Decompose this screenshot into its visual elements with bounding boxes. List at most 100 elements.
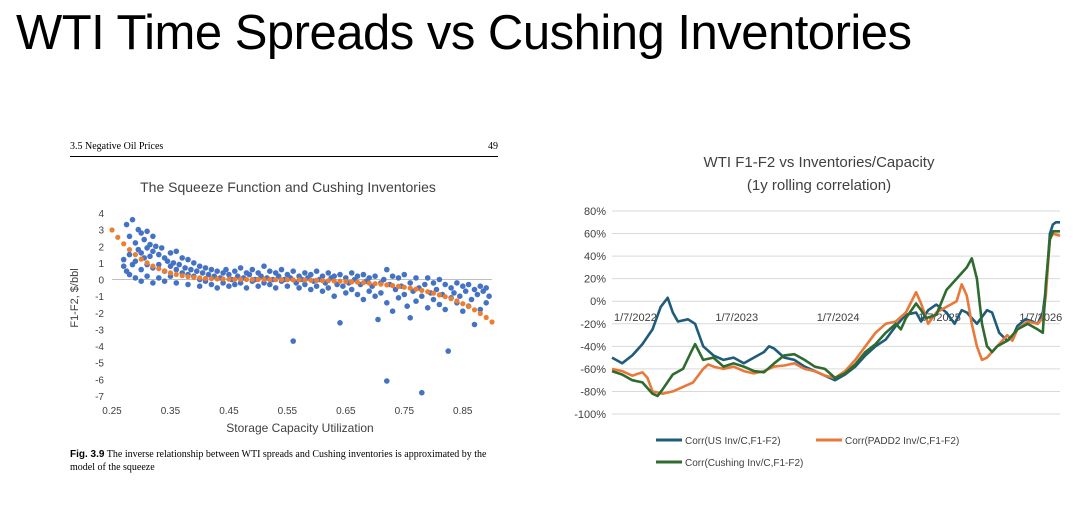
- scatter-point: [290, 268, 296, 274]
- scatter-point: [150, 280, 156, 286]
- model-point: [390, 282, 396, 289]
- scatter-point: [337, 320, 343, 326]
- model-point: [156, 266, 162, 272]
- scatter-point: [384, 266, 390, 273]
- scatter-point: [325, 285, 332, 291]
- model-point: [214, 276, 220, 282]
- scatter-point: [170, 260, 177, 266]
- scatter-point: [164, 258, 171, 264]
- scatter-point: [284, 283, 291, 289]
- model-point: [319, 277, 326, 284]
- scatter-point: [267, 281, 273, 288]
- scatter-x-tick-label: 0.25: [102, 406, 122, 417]
- scatter-point: [255, 283, 261, 289]
- scatter-point: [167, 250, 174, 256]
- model-point: [395, 283, 402, 289]
- x-tick-label: 1/7/2022: [614, 312, 657, 324]
- scatter-points: [109, 216, 495, 396]
- scatter-x-tick-label: 0.45: [219, 406, 239, 417]
- model-point: [121, 241, 127, 247]
- scatter-point: [129, 216, 136, 223]
- scatter-point: [407, 280, 414, 286]
- scatter-point: [188, 266, 194, 273]
- x-tick-label: 1/7/2024: [817, 312, 860, 324]
- scatter-point: [123, 221, 130, 228]
- scatter-point: [126, 233, 133, 240]
- model-point: [126, 247, 133, 253]
- figure-caption: Fig. 3.9 The inverse relationship betwee…: [70, 448, 502, 474]
- scatter-point: [138, 250, 144, 256]
- scatter-point: [205, 271, 212, 278]
- model-point: [337, 278, 343, 284]
- scatter-point: [156, 251, 162, 258]
- model-point: [354, 279, 361, 285]
- scatter-point: [150, 233, 156, 240]
- scatter-point: [179, 255, 185, 261]
- model-point: [466, 303, 472, 310]
- scatter-point: [360, 271, 367, 278]
- model-point: [144, 260, 150, 266]
- scatter-point: [156, 275, 162, 281]
- model-point: [349, 279, 355, 285]
- scatter-point: [474, 291, 481, 298]
- scatter-point: [199, 270, 206, 276]
- model-point: [150, 263, 156, 269]
- scatter-point: [442, 306, 449, 313]
- scatter-point: [424, 275, 431, 281]
- scatter-point: [249, 266, 256, 273]
- model-point: [454, 298, 460, 304]
- scatter-point: [413, 298, 419, 304]
- scatter-point: [173, 280, 180, 286]
- scatter-point: [477, 283, 484, 289]
- model-point: [249, 276, 255, 283]
- scatter-point: [141, 236, 147, 243]
- scatter-point: [185, 256, 191, 263]
- scatter-point: [457, 293, 463, 299]
- scatter-point: [214, 285, 220, 291]
- scatter-point: [445, 348, 452, 354]
- scatter-y-tick-label: -7: [95, 392, 104, 403]
- scatter-x-tick-label: 0.65: [336, 406, 356, 417]
- scatter-point: [132, 275, 139, 281]
- scatter-point: [191, 260, 197, 266]
- scatter-y-tick-label: 2: [98, 242, 104, 253]
- scatter-point: [436, 276, 443, 283]
- model-point: [267, 276, 273, 283]
- scatter-point: [343, 290, 349, 296]
- model-point: [109, 227, 115, 233]
- scatter-point: [185, 281, 191, 288]
- squeeze-scatter-chart: The Squeeze Function and Cushing Invento…: [69, 179, 495, 435]
- line-chart-axes: 80% 60% 40% 20% 0% -20% -40% -60% -80% -100% 1/7/2…: [574, 206, 1062, 421]
- model-point: [477, 310, 483, 317]
- scatter-y-tick-label: -1: [95, 292, 104, 303]
- model-point: [442, 294, 448, 300]
- scatter-point: [422, 281, 428, 288]
- model-point: [296, 277, 302, 283]
- model-point: [407, 285, 413, 291]
- scatter-point: [366, 288, 373, 294]
- y-tick-label: 60%: [584, 229, 606, 241]
- scatter-point: [196, 263, 203, 269]
- model-point: [436, 292, 442, 298]
- line-chart-grid: [612, 210, 1060, 415]
- scatter-point: [448, 285, 454, 291]
- scatter-point: [138, 278, 144, 284]
- model-point: [202, 275, 209, 281]
- scatter-point: [226, 283, 232, 289]
- scatter-point: [302, 281, 308, 288]
- model-point: [425, 289, 431, 295]
- scatter-point: [436, 301, 443, 308]
- model-point: [185, 274, 191, 280]
- series-line: [611, 232, 1061, 395]
- scatter-point: [226, 271, 232, 278]
- model-point: [378, 281, 384, 287]
- scatter-point: [483, 285, 490, 291]
- y-tick-label: -40%: [580, 341, 606, 353]
- scatter-point: [214, 268, 220, 274]
- scatter-point: [132, 240, 139, 246]
- y-tick-label: 20%: [584, 274, 606, 286]
- y-tick-label: -100%: [574, 409, 606, 421]
- scatter-x-tick-label: 0.85: [453, 406, 473, 417]
- scatter-point: [413, 275, 419, 281]
- scatter-point: [389, 273, 396, 279]
